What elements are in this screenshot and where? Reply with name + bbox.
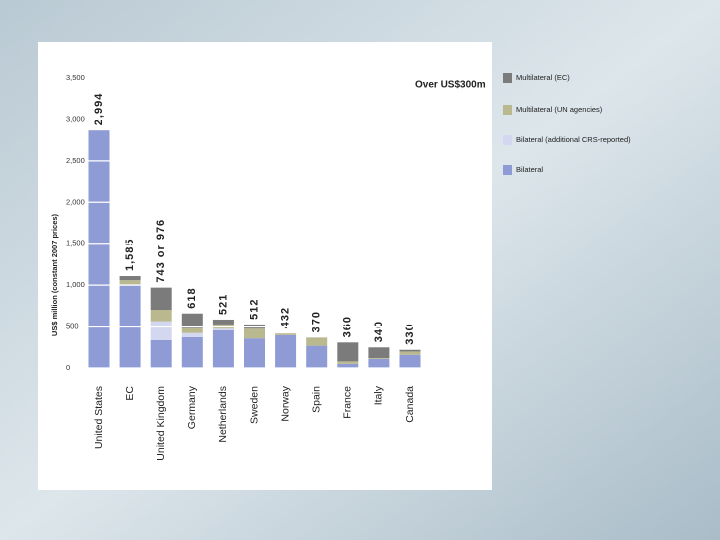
bar-segment [368, 358, 390, 368]
bar-segment [337, 342, 359, 362]
x-tick-label: Netherlands [217, 386, 229, 443]
legend-swatch [503, 73, 512, 83]
y-tick-label: 500 [66, 322, 79, 331]
x-tick-label: United Kingdom [155, 386, 167, 461]
bar-label: 618 [186, 287, 198, 308]
y-axis-label: US$ million (constant 2007 prices) [50, 213, 59, 336]
bar-segment [368, 347, 390, 359]
y-tick-label: 1,500 [66, 239, 85, 248]
bar-segment [244, 338, 265, 368]
bar-segment [212, 319, 234, 325]
bar-segment [212, 328, 234, 330]
legend-label: Multilateral (EC) [516, 73, 570, 82]
x-tick-label: France [342, 386, 354, 419]
x-tick-label: Italy [373, 385, 385, 405]
bar-segment [150, 287, 172, 310]
legend-title: Over US$300m [415, 80, 486, 91]
bar-label: 340 [373, 321, 385, 342]
y-tick-label: 3,000 [66, 114, 85, 123]
bar-label: 743 or 976 [155, 219, 167, 283]
bar-label: 2,994 [93, 93, 105, 126]
legend-label: Multilateral (UN agencies) [516, 105, 603, 114]
bar-segment [88, 130, 110, 368]
bar-segment [119, 276, 141, 281]
bar-segment [181, 313, 203, 328]
bar-segment [150, 339, 172, 368]
bar-segment [399, 354, 421, 368]
y-tick-label: 1,000 [66, 280, 85, 289]
bar-label: 512 [248, 299, 260, 320]
x-tick-label: Canada [404, 386, 416, 423]
bar-label: 370 [311, 311, 323, 332]
bar-segment [119, 280, 141, 285]
x-tick-label: United States [93, 386, 105, 449]
y-tick-label: 3,500 [66, 73, 85, 82]
bar-segment [399, 351, 421, 355]
bar-segment [150, 321, 172, 340]
bar-segment [244, 328, 265, 339]
bar-label: 330 [404, 323, 416, 344]
bar-segment [212, 329, 234, 368]
x-tick-label: Germany [186, 385, 198, 429]
legend-swatch [503, 135, 512, 145]
bar-segment [275, 334, 297, 368]
x-tick-label: Sweden [248, 386, 260, 424]
y-tick-label: 0 [66, 363, 70, 372]
bar-segment [181, 327, 203, 333]
y-tick-label: 2,500 [66, 156, 85, 165]
legend-swatch [503, 105, 512, 115]
chart-panel [38, 42, 492, 490]
bar-segment [150, 310, 172, 322]
bar-label: 1,585 [124, 238, 136, 271]
bar-label: 432 [280, 307, 292, 328]
bar-segment [399, 349, 421, 352]
y-tick-label: 2,000 [66, 197, 85, 206]
bar-segment [275, 333, 297, 335]
bar-segment [181, 336, 203, 368]
bar-segment [306, 337, 328, 346]
bar-segment [181, 332, 203, 337]
x-tick-label: EC [124, 386, 136, 401]
legend-swatch [503, 165, 512, 175]
bar-segment [337, 363, 359, 368]
legend-label: Bilateral [516, 165, 543, 174]
bar-label: 521 [217, 294, 229, 315]
x-tick-label: Spain [310, 386, 322, 413]
legend-label: Bilateral (additional CRS-reported) [516, 135, 631, 144]
bar-segment [337, 361, 359, 364]
x-tick-label: Norway [279, 385, 291, 421]
bar-segment [306, 345, 328, 368]
bar-segment [368, 358, 390, 359]
